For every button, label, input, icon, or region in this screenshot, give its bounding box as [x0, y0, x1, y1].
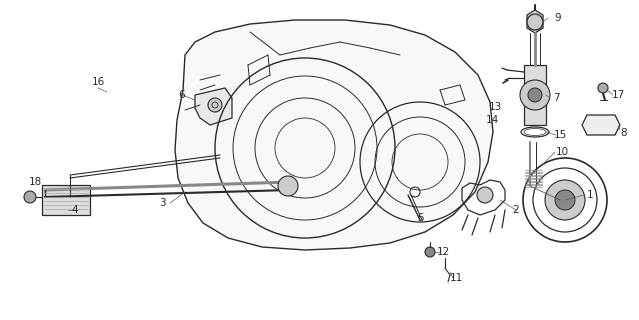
Circle shape	[520, 80, 550, 110]
Polygon shape	[195, 88, 232, 125]
Text: 18: 18	[28, 177, 42, 187]
Polygon shape	[527, 10, 543, 33]
Text: 1: 1	[587, 190, 594, 200]
Polygon shape	[524, 65, 546, 125]
Circle shape	[278, 176, 298, 196]
Text: 13: 13	[488, 102, 502, 112]
Text: 2: 2	[512, 205, 520, 215]
Circle shape	[527, 14, 543, 30]
Text: 16: 16	[91, 77, 105, 87]
Text: 14: 14	[486, 115, 498, 125]
Text: 7: 7	[553, 93, 559, 103]
Circle shape	[598, 83, 608, 93]
Text: 9: 9	[555, 13, 561, 23]
Polygon shape	[42, 185, 90, 215]
Text: 3: 3	[158, 198, 166, 208]
Polygon shape	[582, 115, 620, 135]
Text: 17: 17	[612, 90, 625, 100]
Polygon shape	[175, 20, 493, 250]
Bar	[558, 207, 572, 215]
Circle shape	[555, 190, 575, 210]
Text: 15: 15	[553, 130, 567, 140]
Text: 10: 10	[555, 147, 569, 157]
Circle shape	[208, 98, 222, 112]
Text: 12: 12	[436, 247, 450, 257]
Text: 4: 4	[72, 205, 79, 215]
Circle shape	[477, 187, 493, 203]
Circle shape	[425, 247, 435, 257]
Circle shape	[24, 191, 36, 203]
Text: 11: 11	[449, 273, 463, 283]
Text: 8: 8	[620, 128, 627, 138]
Text: 5: 5	[417, 213, 423, 223]
Circle shape	[545, 180, 585, 220]
Circle shape	[528, 88, 542, 102]
Text: 6: 6	[179, 90, 185, 100]
